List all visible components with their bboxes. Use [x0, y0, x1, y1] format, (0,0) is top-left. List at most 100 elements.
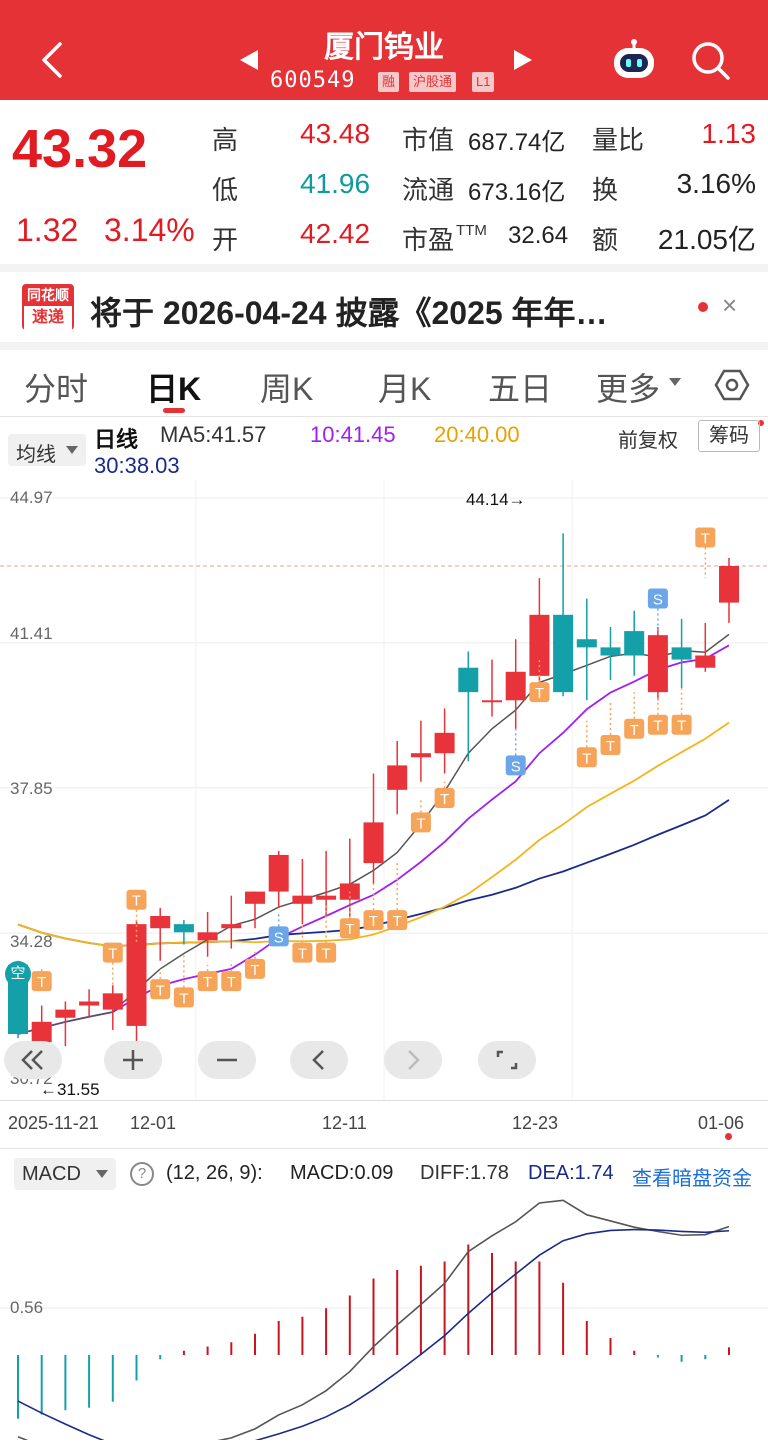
robot-assistant-icon[interactable] — [610, 38, 658, 82]
trade-mark-t-box — [221, 971, 242, 992]
macd-value: MACD:0.09 — [290, 1162, 394, 1184]
trade-mark-t-box — [126, 889, 147, 910]
stock-code: 600549 — [270, 68, 356, 93]
dark-pool-link[interactable]: 查看暗盘资金 — [632, 1168, 752, 1190]
trade-mark-t-label: T — [369, 913, 378, 930]
price-change-pct: 3.14% — [104, 212, 195, 248]
trade-mark-t-box — [102, 942, 123, 963]
double-chevron-left-icon — [21, 1050, 43, 1070]
trade-mark-t-box — [576, 747, 597, 768]
trade-mark-t-box — [529, 682, 550, 703]
value-turnover: 3.16% — [676, 168, 756, 199]
empty-position-mark: 空 — [5, 961, 31, 987]
trade-mark-t-label: T — [156, 982, 165, 999]
trade-mark-s-label: S — [511, 758, 521, 775]
candle-body — [434, 732, 455, 754]
tag-margin: 融 — [378, 72, 400, 92]
tab-weekly-k[interactable]: 周K — [260, 371, 314, 407]
y-tick-label: 41.41 — [10, 624, 53, 643]
step-left-button[interactable] — [290, 1041, 348, 1079]
value-float: 673.16亿 — [468, 179, 566, 206]
step-right-button[interactable] — [384, 1041, 442, 1079]
scroll-left-button[interactable] — [4, 1041, 62, 1079]
divider — [0, 1148, 768, 1149]
trade-mark-t-label: T — [630, 722, 639, 739]
fullscreen-button[interactable] — [478, 1041, 536, 1079]
tab-five-day[interactable]: 五日 — [488, 371, 553, 407]
tab-more[interactable]: 更多 — [596, 371, 661, 407]
x-tick-label: 01-06 — [698, 1113, 745, 1133]
close-icon[interactable]: × — [722, 290, 738, 320]
macd-chart[interactable] — [0, 1190, 768, 1440]
ma20-value: 20:40.00 — [434, 422, 520, 447]
adjust-mode[interactable]: 前复权 — [618, 430, 678, 452]
tab-daily-k[interactable]: 日K — [146, 371, 202, 407]
candle-body — [387, 765, 408, 790]
candle-body — [221, 924, 242, 929]
divider — [0, 342, 768, 350]
tab-intraday[interactable]: 分时 — [24, 371, 89, 407]
candle-body — [553, 614, 574, 693]
y-tick-label: 44.97 — [10, 488, 53, 507]
candle-body — [197, 932, 218, 941]
candle-body — [624, 631, 645, 656]
macd-params: (12, 26, 9): — [166, 1162, 263, 1184]
candle-body — [79, 1001, 100, 1006]
settings-icon[interactable] — [714, 368, 750, 402]
trade-mark-t-label: T — [677, 718, 686, 735]
kline-candles — [8, 533, 739, 1063]
candle-body — [719, 565, 739, 603]
trade-mark-t-box — [31, 971, 52, 992]
candle-body — [600, 647, 621, 656]
trade-mark-s-label: S — [274, 929, 284, 946]
macd-selector[interactable]: MACD — [14, 1158, 116, 1190]
label-pe-ttm: TTM — [456, 222, 487, 239]
chips-button[interactable]: 筹码 — [698, 420, 760, 452]
minus-icon — [217, 1058, 237, 1062]
candle-body — [292, 895, 313, 904]
zoom-out-button[interactable] — [198, 1041, 256, 1079]
search-icon[interactable] — [690, 40, 732, 82]
candle-body — [102, 993, 123, 1010]
trade-mark-t-label: T — [37, 974, 46, 991]
candle-body — [31, 1021, 52, 1043]
candle-body — [268, 854, 289, 892]
news-headline[interactable]: 将于 2026-04-24 披露《2025 年年… — [90, 295, 608, 331]
trade-mark-t-label: T — [345, 921, 354, 938]
candle-body — [505, 671, 526, 701]
x-tick-label: 12-11 — [322, 1113, 367, 1133]
macd-y-tick: 0.56 — [10, 1298, 44, 1317]
diff-value: DIFF:1.78 — [420, 1162, 509, 1184]
indicator-selector[interactable]: 均线 — [8, 434, 86, 466]
trade-mark-t-box — [695, 527, 716, 548]
label-pe: 市盈 — [402, 225, 455, 255]
candle-body — [339, 883, 360, 900]
next-stock-icon[interactable] — [512, 48, 534, 72]
trade-mark-t-label: T — [227, 974, 236, 991]
candle-body — [245, 891, 265, 904]
candle-body — [671, 647, 692, 660]
candle-body — [458, 667, 479, 693]
candle-body — [482, 700, 502, 703]
price-change: 1.32 — [16, 212, 79, 248]
zoom-in-button[interactable] — [104, 1041, 162, 1079]
tab-monthly-k[interactable]: 月K — [378, 371, 432, 407]
news-badge-top: 同花顺 — [27, 287, 69, 303]
trade-mark-t-box — [339, 918, 360, 939]
dea-line — [17, 1228, 730, 1440]
label-open: 开 — [212, 225, 239, 255]
trade-mark-t-label: T — [653, 718, 662, 735]
candle-body — [695, 655, 716, 668]
back-arrow-icon[interactable] — [38, 40, 64, 80]
trade-mark-t-box — [316, 942, 337, 963]
trade-mark-t-label: T — [203, 974, 212, 991]
help-icon[interactable]: ? — [130, 1162, 154, 1186]
trade-mark-t-box — [671, 714, 692, 735]
trade-mark-t-label: T — [179, 990, 188, 1007]
trade-mark-t-label: T — [322, 946, 331, 963]
trade-mark-t-box — [197, 971, 218, 992]
prev-stock-icon[interactable] — [238, 48, 260, 72]
trade-mark-t-label: T — [108, 946, 117, 963]
tag-level: L1 — [472, 72, 495, 92]
